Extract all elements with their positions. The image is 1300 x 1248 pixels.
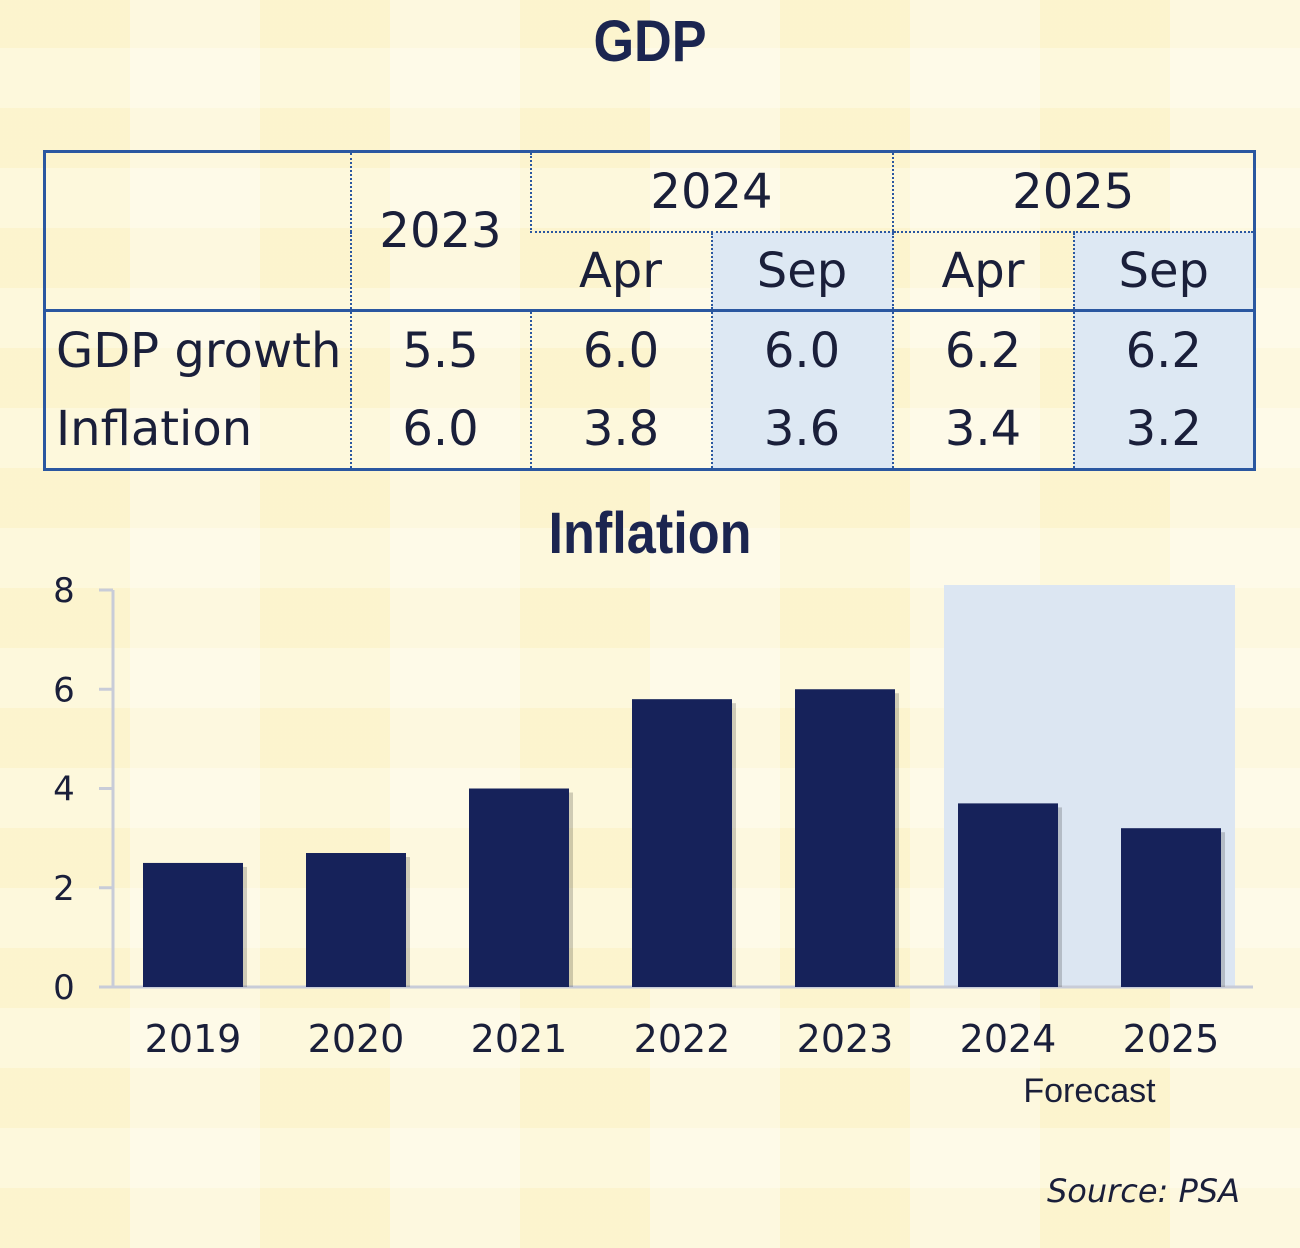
x-tick-label: 2024 — [960, 1017, 1057, 1061]
header-2025-apr: Apr — [891, 232, 1074, 312]
header-2024-apr: Apr — [530, 232, 712, 312]
cell: 6.0 — [529, 310, 712, 390]
cell: 3.4 — [891, 390, 1074, 470]
cell: 6.2 — [1072, 310, 1255, 390]
forecast-label: Forecast — [1023, 1072, 1156, 1110]
cell: 6.0 — [349, 390, 531, 470]
row-label: GDP growth — [56, 323, 342, 379]
bar-2021 — [469, 788, 569, 987]
y-tick-label: 6 — [53, 670, 75, 710]
y-tick-label: 8 — [53, 571, 75, 611]
cell: 3.2 — [1072, 390, 1255, 470]
cell: 3.6 — [710, 390, 893, 470]
gdp-table: 2023 2024 2025 Apr Sep Apr Sep GDP growt… — [43, 150, 1256, 471]
header-year-2025: 2025 — [891, 151, 1255, 233]
bar-2023 — [795, 689, 895, 987]
bar-2022 — [632, 699, 732, 987]
bar-2024 — [958, 803, 1058, 987]
bar-2019 — [143, 862, 243, 987]
y-tick-label: 4 — [53, 770, 75, 810]
table-row-gdp-growth: GDP growth 5.5 6.0 6.0 6.2 6.2 — [45, 310, 1255, 390]
header-2024-sep: Sep — [710, 232, 893, 312]
y-tick-label: 2 — [53, 869, 75, 909]
table-corner — [44, 151, 351, 312]
source-note: Source: PSA — [1046, 1172, 1240, 1210]
header-year-2023: 2023 — [349, 151, 531, 312]
cell: 6.2 — [891, 310, 1074, 390]
row-label: Inflation — [56, 401, 253, 457]
x-tick-label: 2025 — [1123, 1017, 1220, 1061]
cell: 6.0 — [710, 310, 893, 390]
header-year-2024: 2024 — [529, 151, 893, 233]
y-tick-label: 0 — [53, 968, 75, 1008]
x-tick-label: 2023 — [797, 1017, 894, 1061]
cell: 3.8 — [529, 390, 712, 470]
inflation-bar-chart: 0 2 4 6 8 2019 2020 2021 2022 2023 2024 2025 Forecas… — [53, 571, 1253, 1110]
header-2025-sep: Sep — [1072, 232, 1255, 312]
x-tick-label: 2019 — [145, 1017, 242, 1061]
cell: 5.5 — [349, 310, 531, 390]
x-tick-label: 2021 — [471, 1017, 568, 1061]
bar-2025 — [1121, 828, 1221, 987]
x-tick-label: 2020 — [308, 1017, 405, 1061]
x-tick-label: 2022 — [634, 1017, 731, 1061]
chart-title: Inflation — [548, 501, 752, 566]
bar-2020 — [306, 853, 406, 987]
gdp-title: GDP — [593, 9, 707, 74]
table-row-inflation: Inflation 6.0 3.8 3.6 3.4 3.2 — [45, 390, 1255, 470]
